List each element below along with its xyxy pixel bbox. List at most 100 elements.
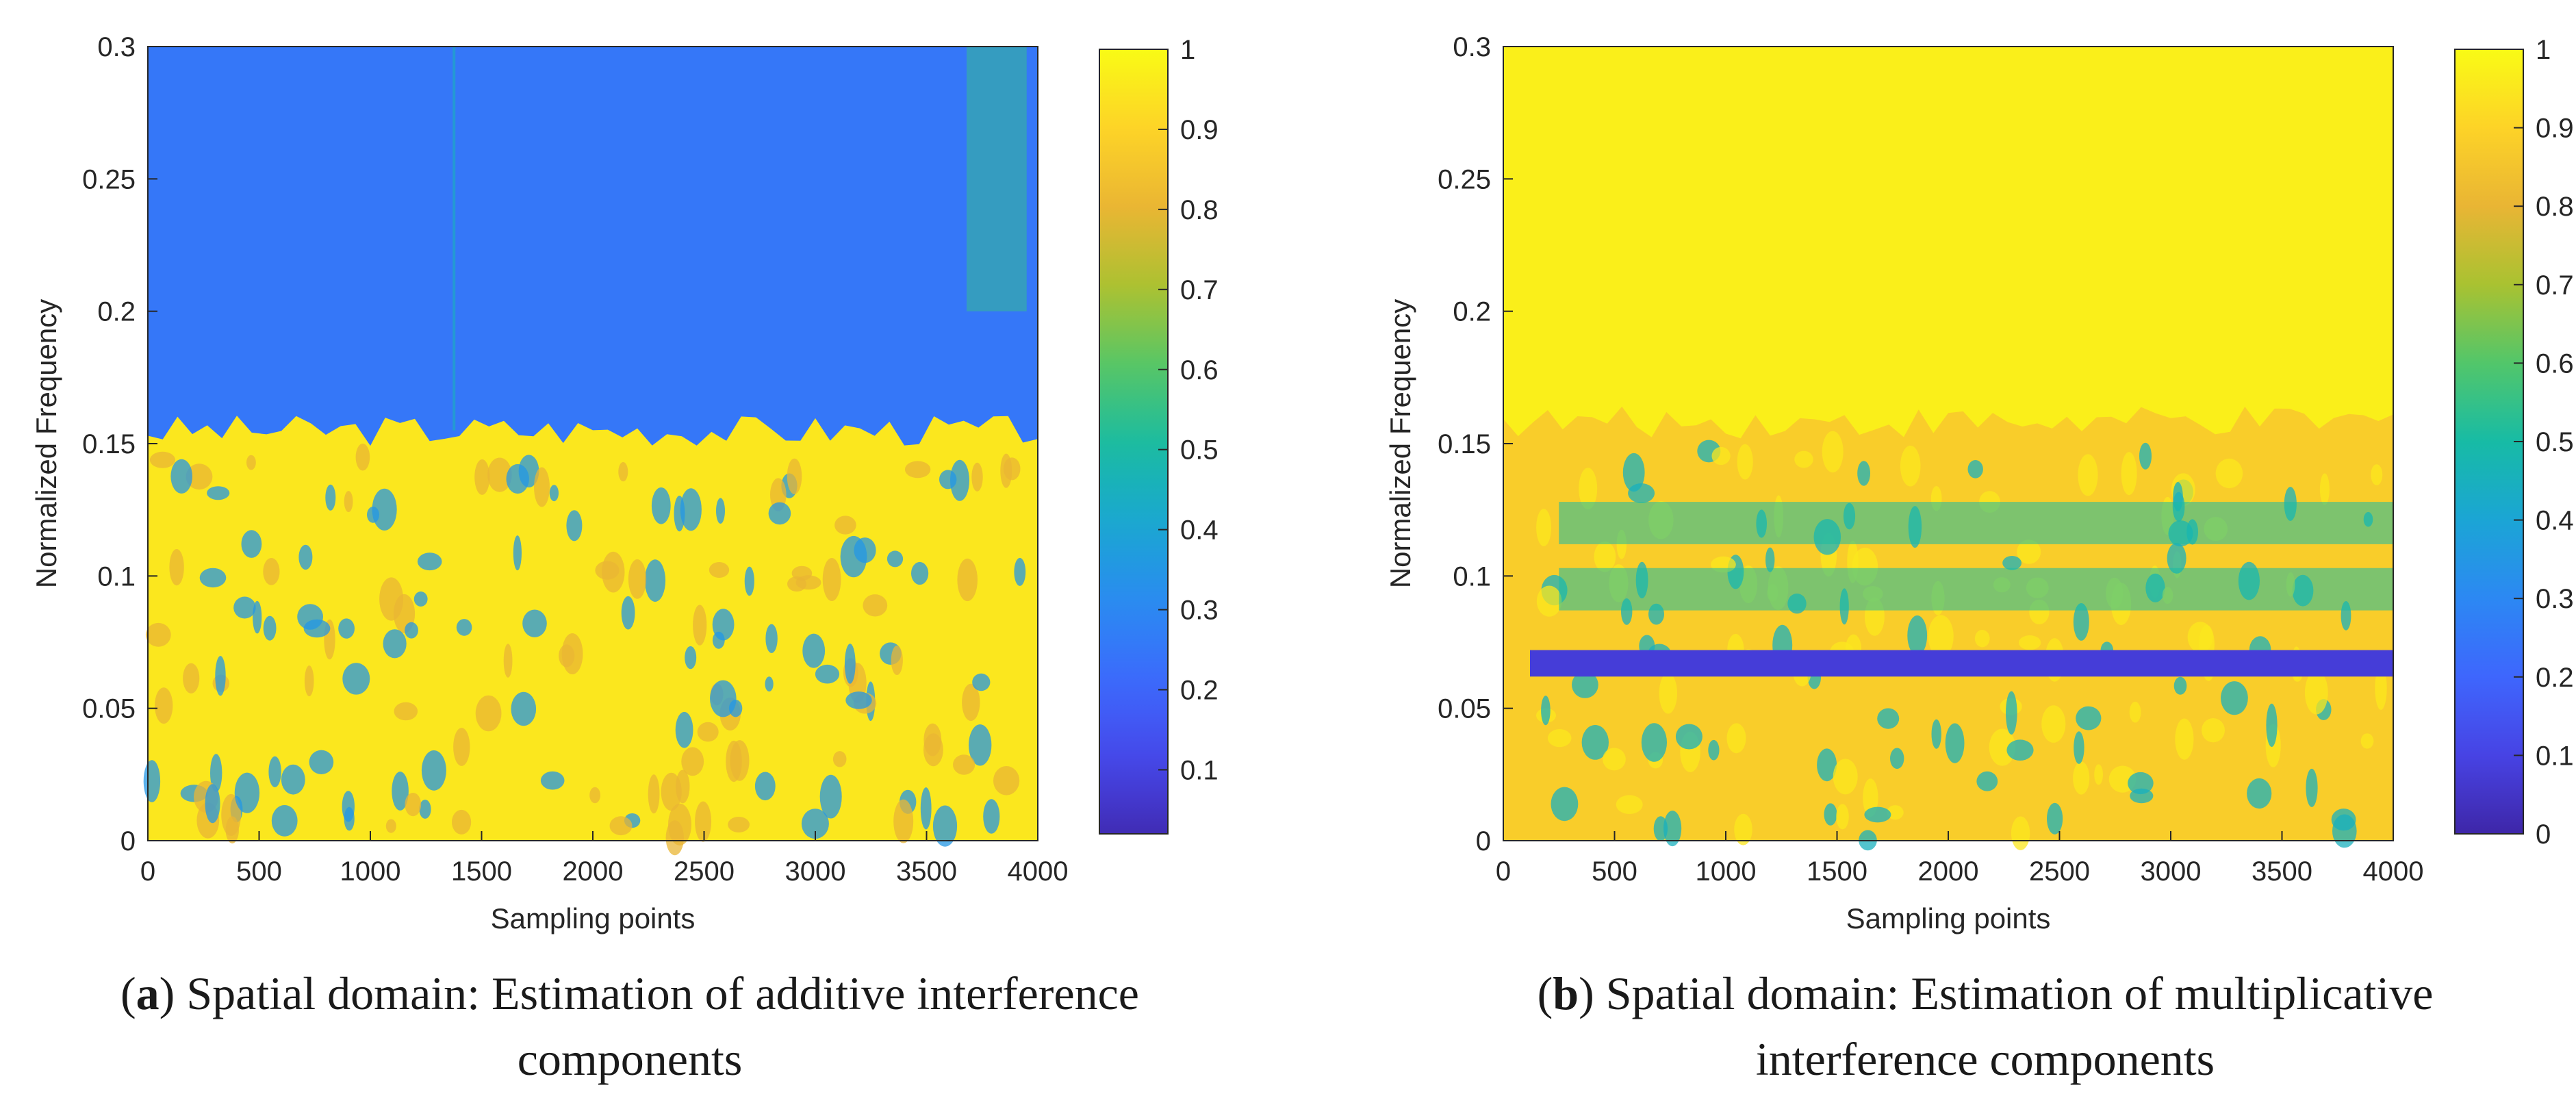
a-y-tick-label: 0.2: [97, 297, 136, 327]
a-colorbar-tick-label: 0.4: [1180, 516, 1219, 546]
b-texture-blob: [1675, 724, 1703, 750]
a-texture-blob: [726, 740, 742, 782]
panel-b-caption-line2: interference components: [1756, 1033, 2215, 1085]
panel-a-y-axis-label: Normalized Frequency: [30, 299, 62, 589]
panel-b-colorbar-ticks: 0 0.1 0.2 0.3 0.4 0.5 0.6 0.7 0.8 0.9 1: [2514, 35, 2574, 850]
a-texture-blob: [379, 577, 404, 621]
a-texture-blob: [452, 809, 472, 835]
a-texture-blob: [566, 510, 583, 542]
a-texture-blob: [233, 596, 256, 619]
a-texture-blob: [413, 591, 428, 607]
b-y-tick-label: 0.15: [1438, 429, 1491, 459]
a-texture-blob: [170, 459, 192, 494]
a-texture-blob: [453, 728, 470, 766]
a-texture-blob: [697, 722, 719, 742]
a-texture-blob: [281, 764, 305, 795]
a-texture-blob: [215, 656, 226, 696]
b-texture-blob: [1857, 461, 1871, 486]
a-texture-blob: [904, 461, 931, 479]
a-right-streak: [967, 47, 1027, 311]
a-texture-blob: [268, 756, 281, 787]
b-texture-blob: [1794, 450, 1813, 468]
a-y-tick-label: 0.15: [82, 429, 136, 459]
a-y-tick-label: 0.3: [97, 32, 136, 62]
a-texture-blob: [344, 491, 353, 513]
b-x-tick-label: 500: [1592, 856, 1637, 887]
b-texture-blob: [2221, 681, 2248, 715]
panel-a-x-ticks: 0 500 1000 1500 2000 2500 3000 3500 4000: [140, 831, 1068, 887]
a-texture-blob: [768, 502, 791, 525]
a-x-tick-label: 1500: [451, 856, 512, 887]
b-y-tick-label: 0: [1476, 826, 1491, 856]
b-texture-blob: [2129, 702, 2141, 723]
a-texture-blob: [169, 549, 184, 586]
b-y-tick-label: 0.3: [1453, 32, 1491, 62]
a-texture-blob: [845, 691, 872, 709]
b-texture-blob: [2076, 706, 2102, 730]
a-texture-blob: [456, 619, 472, 636]
panel-b-x-ticks: 0 500 1000 1500 2000 2500 3000 3500 4000: [1496, 831, 2423, 887]
b-colorbar-tick-label: 0: [2536, 819, 2551, 850]
b-texture-blob: [1616, 795, 1643, 814]
a-texture-blob: [207, 486, 230, 500]
panel-b-y-ticks: 0 0.05 0.1 0.15 0.2 0.25 0.3: [1438, 32, 1513, 856]
b-texture-blob: [1641, 723, 1667, 762]
a-texture-blob: [972, 673, 991, 691]
a-texture-blob: [205, 784, 220, 824]
b-texture-blob: [1887, 805, 1904, 820]
a-texture-blob: [993, 766, 1020, 796]
a-texture-blob: [503, 644, 513, 678]
a-texture-blob: [602, 551, 625, 593]
a-colorbar-tick-label: 0.7: [1180, 275, 1219, 305]
panel-a-caption-line1: (a) Spatial domain: Estimation of additi…: [120, 967, 1139, 1019]
a-texture-blob: [893, 799, 914, 843]
panel-b-heatmap: [1503, 47, 2393, 851]
b-texture-blob: [2202, 718, 2225, 743]
b-texture-blob: [2215, 458, 2243, 489]
b-colorbar-tick-label: 0.6: [2536, 348, 2574, 379]
a-texture-blob: [953, 754, 975, 775]
a-x-tick-label: 2500: [674, 856, 735, 887]
a-texture-blob: [681, 747, 704, 776]
a-texture-blob: [271, 805, 298, 837]
b-texture-blob: [2306, 768, 2318, 807]
b-texture-blob: [1864, 806, 1891, 823]
a-texture-blob: [1014, 557, 1026, 586]
a-texture-blob: [149, 451, 176, 468]
panel-b-caption-line1: (b) Spatial domain: Estimation of multip…: [1538, 967, 2434, 1019]
b-texture-blob: [1551, 787, 1579, 822]
b-texture-blob: [1989, 728, 2016, 766]
b-texture-blob: [1833, 759, 1858, 795]
b-texture-blob: [1536, 509, 1552, 546]
b-texture-blob: [2128, 772, 2154, 795]
a-texture-blob: [802, 633, 826, 668]
b-texture-blob: [1663, 811, 1682, 847]
b-y-tick-label: 0.2: [1453, 297, 1491, 327]
b-texture-blob: [2078, 454, 2098, 496]
b-texture-blob: [1877, 708, 1900, 729]
a-colorbar-tick-label: 0.9: [1180, 115, 1219, 145]
b-texture-blob: [2319, 473, 2330, 505]
a-texture-blob: [186, 463, 213, 490]
b-texture-blob: [1594, 542, 1616, 572]
b-texture-blob: [1824, 803, 1837, 826]
a-x-tick-label: 0: [140, 856, 155, 887]
b-texture-blob: [1822, 431, 1844, 473]
b-texture-blob: [2371, 464, 2383, 485]
a-texture-blob: [405, 622, 418, 639]
a-texture-blob: [648, 774, 660, 814]
a-texture-blob: [309, 750, 334, 775]
a-x-tick-label: 3000: [785, 856, 846, 887]
a-x-tick-label: 1000: [340, 856, 401, 887]
b-texture-blob: [2304, 670, 2328, 715]
a-texture-blob: [675, 711, 693, 748]
panel-a-x-axis-label: Sampling points: [491, 902, 696, 934]
b-texture-blob: [2121, 452, 2137, 496]
b-texture-blob: [2073, 603, 2089, 641]
a-texture-blob: [419, 800, 431, 819]
panel-b-y-axis-label: Normalized Frequency: [1384, 299, 1416, 589]
b-texture-blob: [2360, 733, 2374, 749]
a-texture-blob: [183, 663, 200, 694]
b-texture-blob: [1890, 748, 1904, 769]
a-texture-blob: [342, 663, 370, 695]
